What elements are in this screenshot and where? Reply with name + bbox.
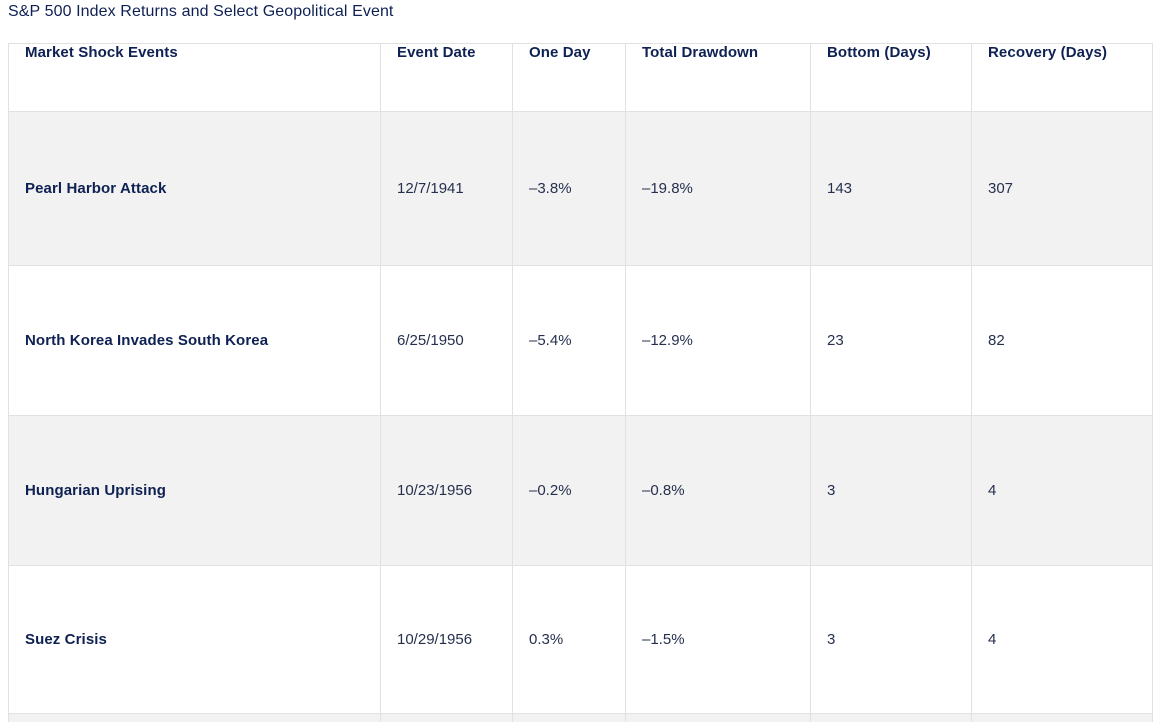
table-row: Suez Crisis 10/29/1956 0.3% –1.5% 3 4 <box>8 565 1153 714</box>
event-name-cell: Pearl Harbor Attack <box>8 111 381 266</box>
column-header-market-shock-events: Market Shock Events <box>8 43 381 112</box>
recovery-days-cell: 307 <box>971 111 1153 266</box>
total-drawdown-cell: –12.9% <box>625 265 811 416</box>
total-drawdown-cell: –19.8% <box>625 111 811 266</box>
bottom-days-cell: 143 <box>810 111 972 266</box>
event-date-cell: 12/7/1941 <box>380 111 513 266</box>
one-day-cell <box>512 713 626 722</box>
table-row: North Korea Invades South Korea 6/25/195… <box>8 265 1153 416</box>
event-name-cell <box>8 713 381 722</box>
recovery-days-cell: 82 <box>971 265 1153 416</box>
event-name-cell: Hungarian Uprising <box>8 415 381 566</box>
market-shock-events-table: Market Shock Events Event Date One Day T… <box>8 43 1153 722</box>
total-drawdown-cell <box>625 713 811 722</box>
event-date-cell: 10/23/1956 <box>380 415 513 566</box>
column-header-bottom-days: Bottom (Days) <box>810 43 972 112</box>
event-name-cell: North Korea Invades South Korea <box>8 265 381 416</box>
event-date-cell <box>380 713 513 722</box>
one-day-cell: 0.3% <box>512 565 626 714</box>
one-day-cell: –5.4% <box>512 265 626 416</box>
one-day-cell: –3.8% <box>512 111 626 266</box>
table-header-row: Market Shock Events Event Date One Day T… <box>8 43 1153 112</box>
bottom-days-cell <box>810 713 972 722</box>
event-name-cell: Suez Crisis <box>8 565 381 714</box>
table-row: Pearl Harbor Attack 12/7/1941 –3.8% –19.… <box>8 111 1153 266</box>
table-row: Hungarian Uprising 10/23/1956 –0.2% –0.8… <box>8 415 1153 566</box>
page-title: S&P 500 Index Returns and Select Geopoli… <box>8 3 394 20</box>
event-date-cell: 10/29/1956 <box>380 565 513 714</box>
column-header-total-drawdown: Total Drawdown <box>625 43 811 112</box>
recovery-days-cell: 4 <box>971 415 1153 566</box>
total-drawdown-cell: –1.5% <box>625 565 811 714</box>
page-container: S&P 500 Index Returns and Select Geopoli… <box>8 2 1153 722</box>
total-drawdown-cell: –0.8% <box>625 415 811 566</box>
column-header-recovery-days: Recovery (Days) <box>971 43 1153 112</box>
bottom-days-cell: 3 <box>810 565 972 714</box>
column-header-one-day: One Day <box>512 43 626 112</box>
one-day-cell: –0.2% <box>512 415 626 566</box>
recovery-days-cell <box>971 713 1153 722</box>
column-header-event-date: Event Date <box>380 43 513 112</box>
bottom-days-cell: 3 <box>810 415 972 566</box>
recovery-days-cell: 4 <box>971 565 1153 714</box>
bottom-days-cell: 23 <box>810 265 972 416</box>
event-date-cell: 6/25/1950 <box>380 265 513 416</box>
table-row-partial <box>8 713 1153 722</box>
